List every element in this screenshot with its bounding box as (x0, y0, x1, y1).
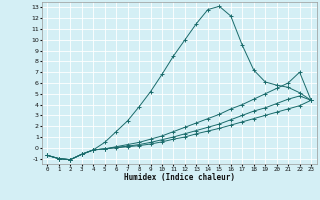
X-axis label: Humidex (Indice chaleur): Humidex (Indice chaleur) (124, 173, 235, 182)
